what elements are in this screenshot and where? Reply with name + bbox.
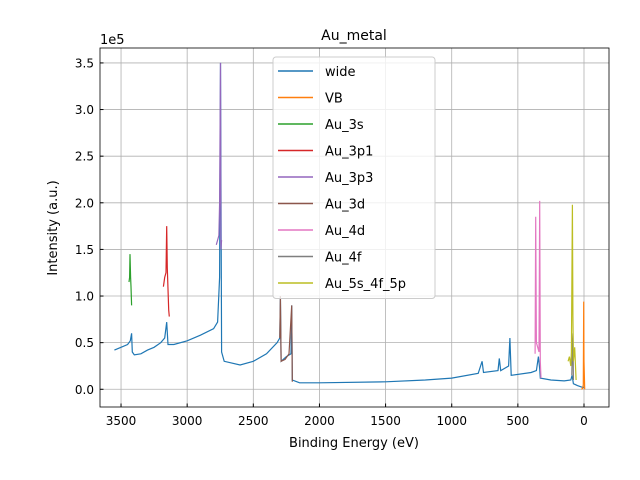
x-tick-label: 3000 <box>172 414 203 428</box>
x-tick-label: 2000 <box>304 414 335 428</box>
legend-label: Au_4d <box>325 224 365 239</box>
legend-box <box>272 56 436 299</box>
x-tick-label: 1000 <box>436 414 467 428</box>
legend-label: Au_3d <box>325 198 365 213</box>
x-tick-label: 3500 <box>106 414 137 428</box>
series-line <box>279 295 293 382</box>
chart-title: Au_metal <box>321 28 387 44</box>
x-axis-label: Binding Energy (eV) <box>289 436 419 451</box>
series-line <box>215 62 223 250</box>
y-axis-label: Intensity (a.u.) <box>46 180 61 275</box>
legend-label: Au_3s <box>325 118 364 133</box>
y-tick-label: 1.0 <box>75 290 94 304</box>
y-tick-label: 0.5 <box>75 336 94 350</box>
y-tick-label: 1.5 <box>75 243 94 257</box>
y-tick-label: 2.0 <box>75 196 94 210</box>
legend-label: Au_3p3 <box>325 171 373 186</box>
series-line <box>162 226 170 317</box>
legend-label: Au_4f <box>325 251 362 266</box>
legend-label: VB <box>325 92 343 107</box>
legend-label: wide <box>325 65 356 80</box>
y-tick-label: 0.0 <box>75 383 94 397</box>
y-tick-label: 2.5 <box>75 150 94 164</box>
y-tick-label: 3.5 <box>75 56 94 70</box>
series-line <box>581 301 586 390</box>
plot-frame <box>99 47 610 408</box>
series-line <box>128 254 133 306</box>
legend-label: Au_5s_4f_5p <box>325 277 406 292</box>
series-line <box>567 204 577 381</box>
legend-label: Au_3p1 <box>325 145 373 160</box>
legend: wide VB Au_3s Au_3p1 Au_3p3 Au_3d Au_4d Au_4f Au… <box>272 56 436 299</box>
x-tick-label: 500 <box>506 414 529 428</box>
x-tick-label: 0 <box>580 414 588 428</box>
y-offset-label: 1e5 <box>100 33 125 48</box>
y-tick-label: 3.0 <box>75 103 94 117</box>
series-line <box>534 200 542 379</box>
x-tick-label: 1500 <box>370 414 401 428</box>
x-tick-label: 2500 <box>238 414 269 428</box>
